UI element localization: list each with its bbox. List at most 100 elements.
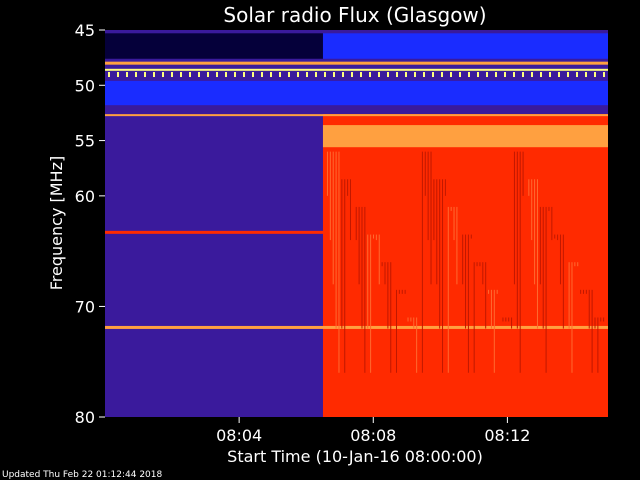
tick-mark [261,72,263,78]
striation [568,262,570,329]
striation [338,151,340,373]
striation [502,317,504,322]
striation [433,179,435,241]
striation [367,234,369,329]
striation [516,151,518,329]
tick-mark [450,72,452,78]
striation [545,206,547,373]
tick-mark [486,72,488,78]
striation [548,206,550,211]
tick-mark [279,72,281,78]
tick-mark [603,72,605,78]
striation [407,317,409,322]
tick-mark [135,72,137,78]
striation [519,151,521,373]
tick-mark [531,72,533,78]
striation [398,289,400,294]
striation [562,234,564,329]
tick-mark [369,72,371,78]
interference-line [105,325,608,329]
striation [404,289,406,294]
striation [335,151,337,329]
striation [588,289,590,329]
striation [349,179,351,241]
tick-mark [162,72,164,78]
y-tick-label: 80 [75,408,95,427]
striation [539,206,541,285]
tick-mark [288,72,290,78]
striation [473,262,475,373]
striation [401,289,403,294]
striation [453,206,455,241]
striation [511,317,513,329]
bright-band [322,125,608,148]
tick-mark [225,72,227,78]
striation [594,317,596,329]
x-axis-label: Start Time (10-Jan-16 08:00:00) [227,447,483,466]
striation [554,234,556,239]
striation [467,234,469,373]
tick-mark [522,72,524,78]
striation [591,289,593,373]
striation [430,151,432,285]
striation [439,179,441,329]
striation [528,179,530,196]
striation [557,234,559,241]
striation [490,289,492,329]
y-tick-label: 60 [75,187,95,206]
striation [384,262,386,285]
striation [370,234,372,373]
plot-area [105,30,608,417]
striation [465,234,467,329]
update-timestamp: Updated Thu Feb 22 01:12:44 2018 [2,470,163,480]
y-axis: 45 50 55 60 70 80 [75,21,105,427]
tick-mark [576,72,578,78]
striation [559,234,561,285]
y-tick-label: 55 [75,132,95,151]
tick-mark [540,72,542,78]
tick-mark [504,72,506,78]
tick-mark [495,72,497,78]
striation [450,206,452,211]
striation [427,151,429,241]
tick-mark [567,72,569,78]
tick-mark [207,72,209,78]
tick-mark [414,72,416,78]
striation [347,179,349,196]
striation [421,151,423,373]
interference-line [105,61,608,65]
tick-mark [117,72,119,78]
striation [378,234,380,285]
tick-mark [180,72,182,78]
striation [410,317,412,322]
x-tick-label: 08:08 [350,426,396,445]
tick-mark [360,72,362,78]
tick-mark [423,72,425,78]
tick-mark [252,72,254,78]
striation [551,206,553,241]
striation [436,179,438,285]
tick-mark [558,72,560,78]
tick-mark [477,72,479,78]
striation [387,262,389,329]
striation [531,179,533,241]
tick-mark [270,72,272,78]
striation [329,151,331,241]
striation [505,317,507,322]
tick-mark [594,72,596,78]
tick-mark [378,72,380,78]
dark-band-early [105,33,323,59]
striation [375,234,377,241]
tick-mark [387,72,389,78]
tick-mark [468,72,470,78]
striation [326,151,328,196]
tick-mark [333,72,335,78]
striation [470,234,472,239]
x-axis: 08:04 08:08 08:12 [216,417,530,445]
tick-mark [198,72,200,78]
y-tick-label: 45 [75,21,95,40]
tick-mark [153,72,155,78]
tick-mark [216,72,218,78]
tick-mark [459,72,461,78]
y-tick-label: 50 [75,76,95,95]
